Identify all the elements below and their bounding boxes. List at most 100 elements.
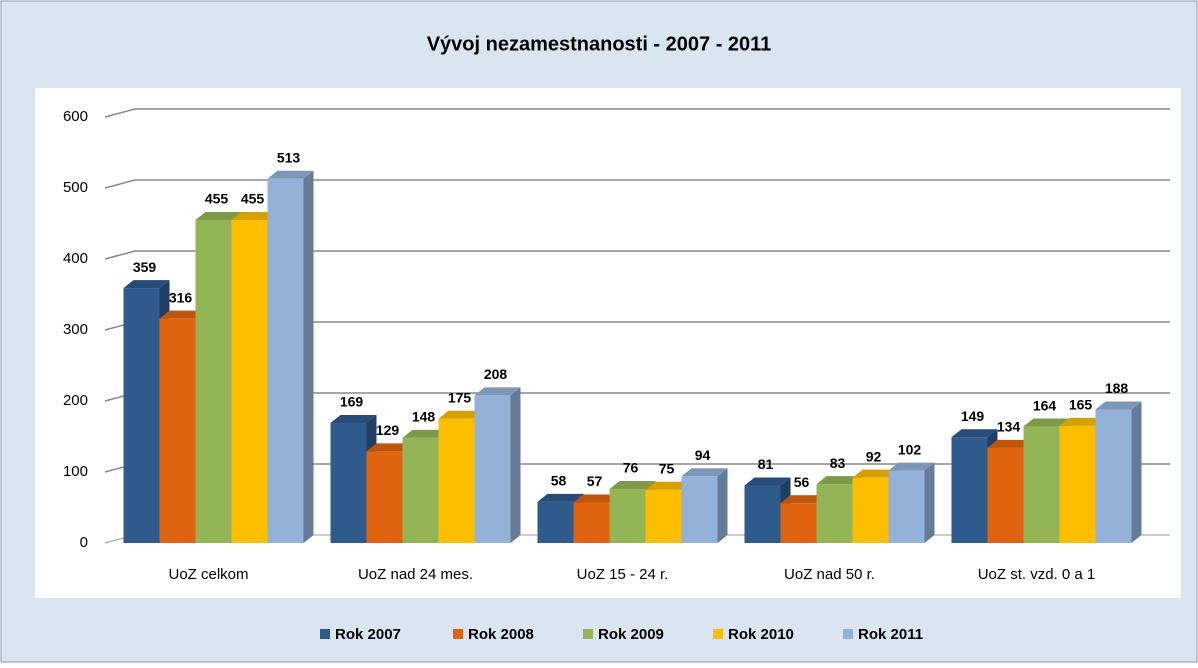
data-label: 188 bbox=[1105, 380, 1129, 396]
bar-top bbox=[195, 211, 242, 220]
data-label: 359 bbox=[133, 259, 157, 275]
bar-top-shade bbox=[366, 443, 413, 452]
y-tick-label: 400 bbox=[63, 250, 88, 267]
bar-top bbox=[1059, 417, 1106, 426]
bar-side-shade bbox=[924, 462, 935, 543]
x-tick-label: UoZ nad 50 r. bbox=[784, 566, 875, 583]
bar-top-shade bbox=[744, 477, 791, 486]
legend-swatch bbox=[843, 629, 853, 639]
y-tick-label: 0 bbox=[80, 534, 88, 551]
bar-side-shade bbox=[1131, 401, 1142, 543]
x-tick-label: UoZ st. vzd. 0 a 1 bbox=[978, 566, 1096, 583]
bar-top-shade bbox=[159, 310, 206, 319]
bar-top bbox=[366, 443, 413, 452]
bar bbox=[231, 219, 268, 543]
bar-top-shade bbox=[681, 468, 728, 477]
bar-top bbox=[159, 310, 206, 319]
bar-top-shade bbox=[438, 410, 485, 419]
legend-label: Rok 2010 bbox=[728, 626, 794, 643]
bar-top bbox=[402, 429, 449, 438]
bar bbox=[573, 502, 610, 543]
grid-line bbox=[104, 108, 1170, 118]
bar bbox=[366, 451, 403, 543]
bar-top bbox=[474, 387, 521, 396]
bar-top bbox=[681, 468, 728, 477]
bar-top bbox=[951, 429, 998, 438]
bar-top bbox=[888, 462, 935, 471]
bar-side bbox=[717, 468, 728, 543]
bar bbox=[330, 423, 367, 543]
bar bbox=[609, 489, 646, 543]
bar-top-shade bbox=[852, 469, 899, 478]
data-label: 58 bbox=[551, 473, 567, 489]
bar-top bbox=[573, 494, 620, 503]
legend-swatch bbox=[713, 629, 723, 639]
x-tick-label: UoZ nad 24 mes. bbox=[358, 566, 473, 583]
bar-top-shade bbox=[267, 170, 314, 179]
legend-swatch bbox=[583, 629, 593, 639]
data-label: 83 bbox=[830, 455, 846, 471]
data-label: 75 bbox=[659, 460, 675, 476]
bar-side-shade bbox=[510, 387, 521, 543]
bar-top-shade bbox=[951, 429, 998, 438]
bar-top bbox=[330, 415, 377, 424]
data-label: 134 bbox=[997, 419, 1021, 435]
data-label: 149 bbox=[961, 408, 985, 424]
data-label: 129 bbox=[376, 422, 400, 438]
data-label: 455 bbox=[205, 191, 229, 207]
bar bbox=[474, 395, 511, 543]
data-label: 94 bbox=[695, 447, 711, 463]
data-label: 102 bbox=[898, 441, 922, 457]
bar-top bbox=[537, 493, 584, 502]
data-label: 57 bbox=[587, 473, 603, 489]
bar-side bbox=[924, 462, 935, 543]
bar-top-shade bbox=[816, 476, 863, 485]
bar-top-shade bbox=[780, 495, 827, 504]
bar bbox=[645, 489, 682, 543]
bar bbox=[438, 418, 475, 543]
bar-top-shade bbox=[1059, 417, 1106, 426]
bar bbox=[159, 318, 196, 543]
legend-label: Rok 2011 bbox=[858, 626, 923, 643]
bar-top bbox=[780, 495, 827, 504]
bar-top-shade bbox=[1023, 418, 1070, 427]
bar-top-shade bbox=[402, 429, 449, 438]
bar-top bbox=[816, 476, 863, 485]
bar bbox=[402, 437, 439, 543]
bar-top-shade bbox=[330, 415, 377, 424]
data-label: 148 bbox=[412, 409, 436, 425]
bar-top bbox=[852, 469, 899, 478]
bar-top bbox=[123, 280, 170, 289]
bar-top-shade bbox=[537, 493, 584, 502]
bar-top-shade bbox=[1095, 401, 1142, 410]
bar-top-shade bbox=[231, 211, 278, 220]
bar bbox=[1023, 426, 1060, 543]
x-tick-label: UoZ 15 - 24 r. bbox=[577, 566, 669, 583]
bar-side-shade bbox=[303, 170, 314, 543]
x-tick-label: UoZ celkom bbox=[168, 566, 248, 583]
bar bbox=[1059, 425, 1096, 543]
bar-top bbox=[987, 439, 1034, 448]
data-label: 76 bbox=[623, 460, 639, 476]
bar-top bbox=[609, 481, 656, 490]
bar bbox=[987, 447, 1024, 543]
y-tick-label: 500 bbox=[63, 179, 88, 196]
bar-top-shade bbox=[195, 211, 242, 220]
bar bbox=[744, 485, 781, 543]
bar-top-shade bbox=[123, 280, 170, 289]
bar-top bbox=[1023, 418, 1070, 427]
bar bbox=[888, 470, 925, 543]
bar-top bbox=[744, 477, 791, 486]
bar-side bbox=[1131, 401, 1142, 543]
bar-top bbox=[231, 211, 278, 220]
bar bbox=[537, 501, 574, 543]
data-label: 455 bbox=[241, 191, 265, 207]
data-label: 81 bbox=[758, 456, 774, 472]
bar bbox=[123, 288, 160, 543]
bar bbox=[951, 437, 988, 543]
bar-side bbox=[303, 170, 314, 543]
grid-line bbox=[104, 250, 1170, 260]
legend-label: Rok 2008 bbox=[468, 626, 534, 643]
bar bbox=[267, 178, 304, 543]
